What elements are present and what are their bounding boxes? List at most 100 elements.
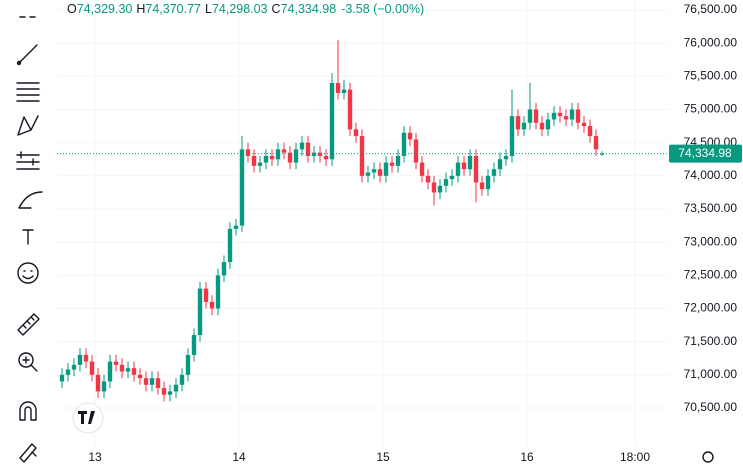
candle-body <box>191 335 197 355</box>
candle-body <box>329 82 335 160</box>
candle-body <box>407 132 413 140</box>
candle-body <box>503 155 509 160</box>
y-tick-label: 74,000.00 <box>684 168 738 182</box>
legend-value: 74,370.77 <box>145 2 201 16</box>
candle-body <box>551 112 557 120</box>
candle-body <box>539 122 545 130</box>
y-tick-label: 76,000.00 <box>684 35 738 49</box>
candle-body <box>413 139 419 163</box>
candle-body <box>233 225 239 229</box>
y-tick-label: 70,500.00 <box>684 400 738 414</box>
candle-body <box>371 169 377 173</box>
candle-body <box>353 129 359 137</box>
candle-body <box>395 155 401 166</box>
legend-value: 74,298.03 <box>212 2 268 16</box>
candle-body <box>581 122 587 127</box>
y-tick-label: 72,500.00 <box>684 268 738 282</box>
x-tick-label: 16 <box>520 450 534 464</box>
candle-body <box>377 169 383 176</box>
candle-body <box>305 142 311 156</box>
y-tick-label: 71,000.00 <box>684 367 738 381</box>
settings-icon[interactable] <box>702 451 714 463</box>
logo <box>78 411 95 424</box>
candle-body <box>269 155 275 160</box>
magnet-tool[interactable] <box>19 401 37 421</box>
candle-body <box>431 182 437 193</box>
candle-body <box>173 384 179 392</box>
candle-body <box>257 162 263 166</box>
ruler-tool[interactable] <box>17 313 40 336</box>
candle-body <box>425 175 431 183</box>
candle-body <box>359 136 365 176</box>
candle-body <box>281 149 287 153</box>
candle-body <box>59 374 65 382</box>
text-tool[interactable] <box>22 229 34 245</box>
x-tick-label: 18:00 <box>620 450 650 464</box>
candle-body <box>227 228 233 263</box>
y-tick-label: 75,500.00 <box>684 69 738 83</box>
candle-body <box>455 162 461 176</box>
candle-body <box>485 175 491 190</box>
candle-body <box>65 369 71 375</box>
y-tick-label: 76,500.00 <box>684 2 738 16</box>
candle-body <box>491 169 497 176</box>
candle-body <box>71 364 77 370</box>
candle-body <box>125 368 131 372</box>
trendline-tool[interactable] <box>16 44 38 66</box>
candle-body <box>263 155 269 163</box>
candle-body <box>221 262 227 276</box>
candle-body <box>119 364 125 372</box>
candle-body <box>335 82 341 93</box>
candle-body <box>245 149 251 156</box>
candle-body <box>155 378 161 389</box>
candle-body <box>95 374 101 392</box>
candle-body <box>389 162 395 166</box>
zoom-tool[interactable] <box>18 352 34 368</box>
candle-body <box>137 374 143 379</box>
candle-body <box>401 132 407 156</box>
candle-body <box>419 162 425 176</box>
candle-body <box>107 361 113 382</box>
legend-key: H <box>136 2 145 16</box>
y-tick-label: 75,000.00 <box>684 102 738 116</box>
zoom-glyph <box>22 356 38 372</box>
candle-body <box>557 112 563 117</box>
candle-body <box>479 182 485 190</box>
legend-key: C <box>272 2 281 16</box>
candle-body <box>515 116 521 130</box>
candle-body <box>527 109 533 123</box>
candle-body <box>101 381 107 392</box>
candle-body <box>383 162 389 176</box>
candle-body <box>311 152 317 156</box>
candle-body <box>317 152 323 156</box>
y-tick-label: 73,500.00 <box>684 201 738 215</box>
y-tick-label: 71,500.00 <box>684 334 738 348</box>
legend-key: O <box>67 2 77 16</box>
x-tick-label: 15 <box>376 450 390 464</box>
candle-body <box>545 119 551 130</box>
fib-tool[interactable] <box>16 82 40 102</box>
brush-tool[interactable] <box>18 191 43 209</box>
legend-value: 74,334.98 <box>281 2 337 16</box>
legend-key: L <box>205 2 212 16</box>
candle-body <box>113 361 119 365</box>
candle-body <box>77 354 83 365</box>
candle-body <box>449 175 455 180</box>
candle-body <box>179 374 185 385</box>
candle-body <box>299 142 305 150</box>
candle-body <box>161 388 167 395</box>
logo-badge[interactable] <box>72 402 104 434</box>
candle-body <box>467 155 473 170</box>
forecast-tool[interactable] <box>16 151 40 170</box>
candle-body <box>215 275 221 309</box>
pattern-tool[interactable] <box>17 115 39 136</box>
legend-value: 74,329.30 <box>77 2 133 16</box>
emoji-tool[interactable] <box>17 262 39 284</box>
candle-body <box>365 172 371 176</box>
y-tick-label: 72,000.00 <box>684 301 738 315</box>
candle-body <box>599 153 605 155</box>
candle-body <box>143 378 149 385</box>
lock-tool[interactable] <box>19 443 37 463</box>
x-tick-label: 13 <box>88 450 102 464</box>
